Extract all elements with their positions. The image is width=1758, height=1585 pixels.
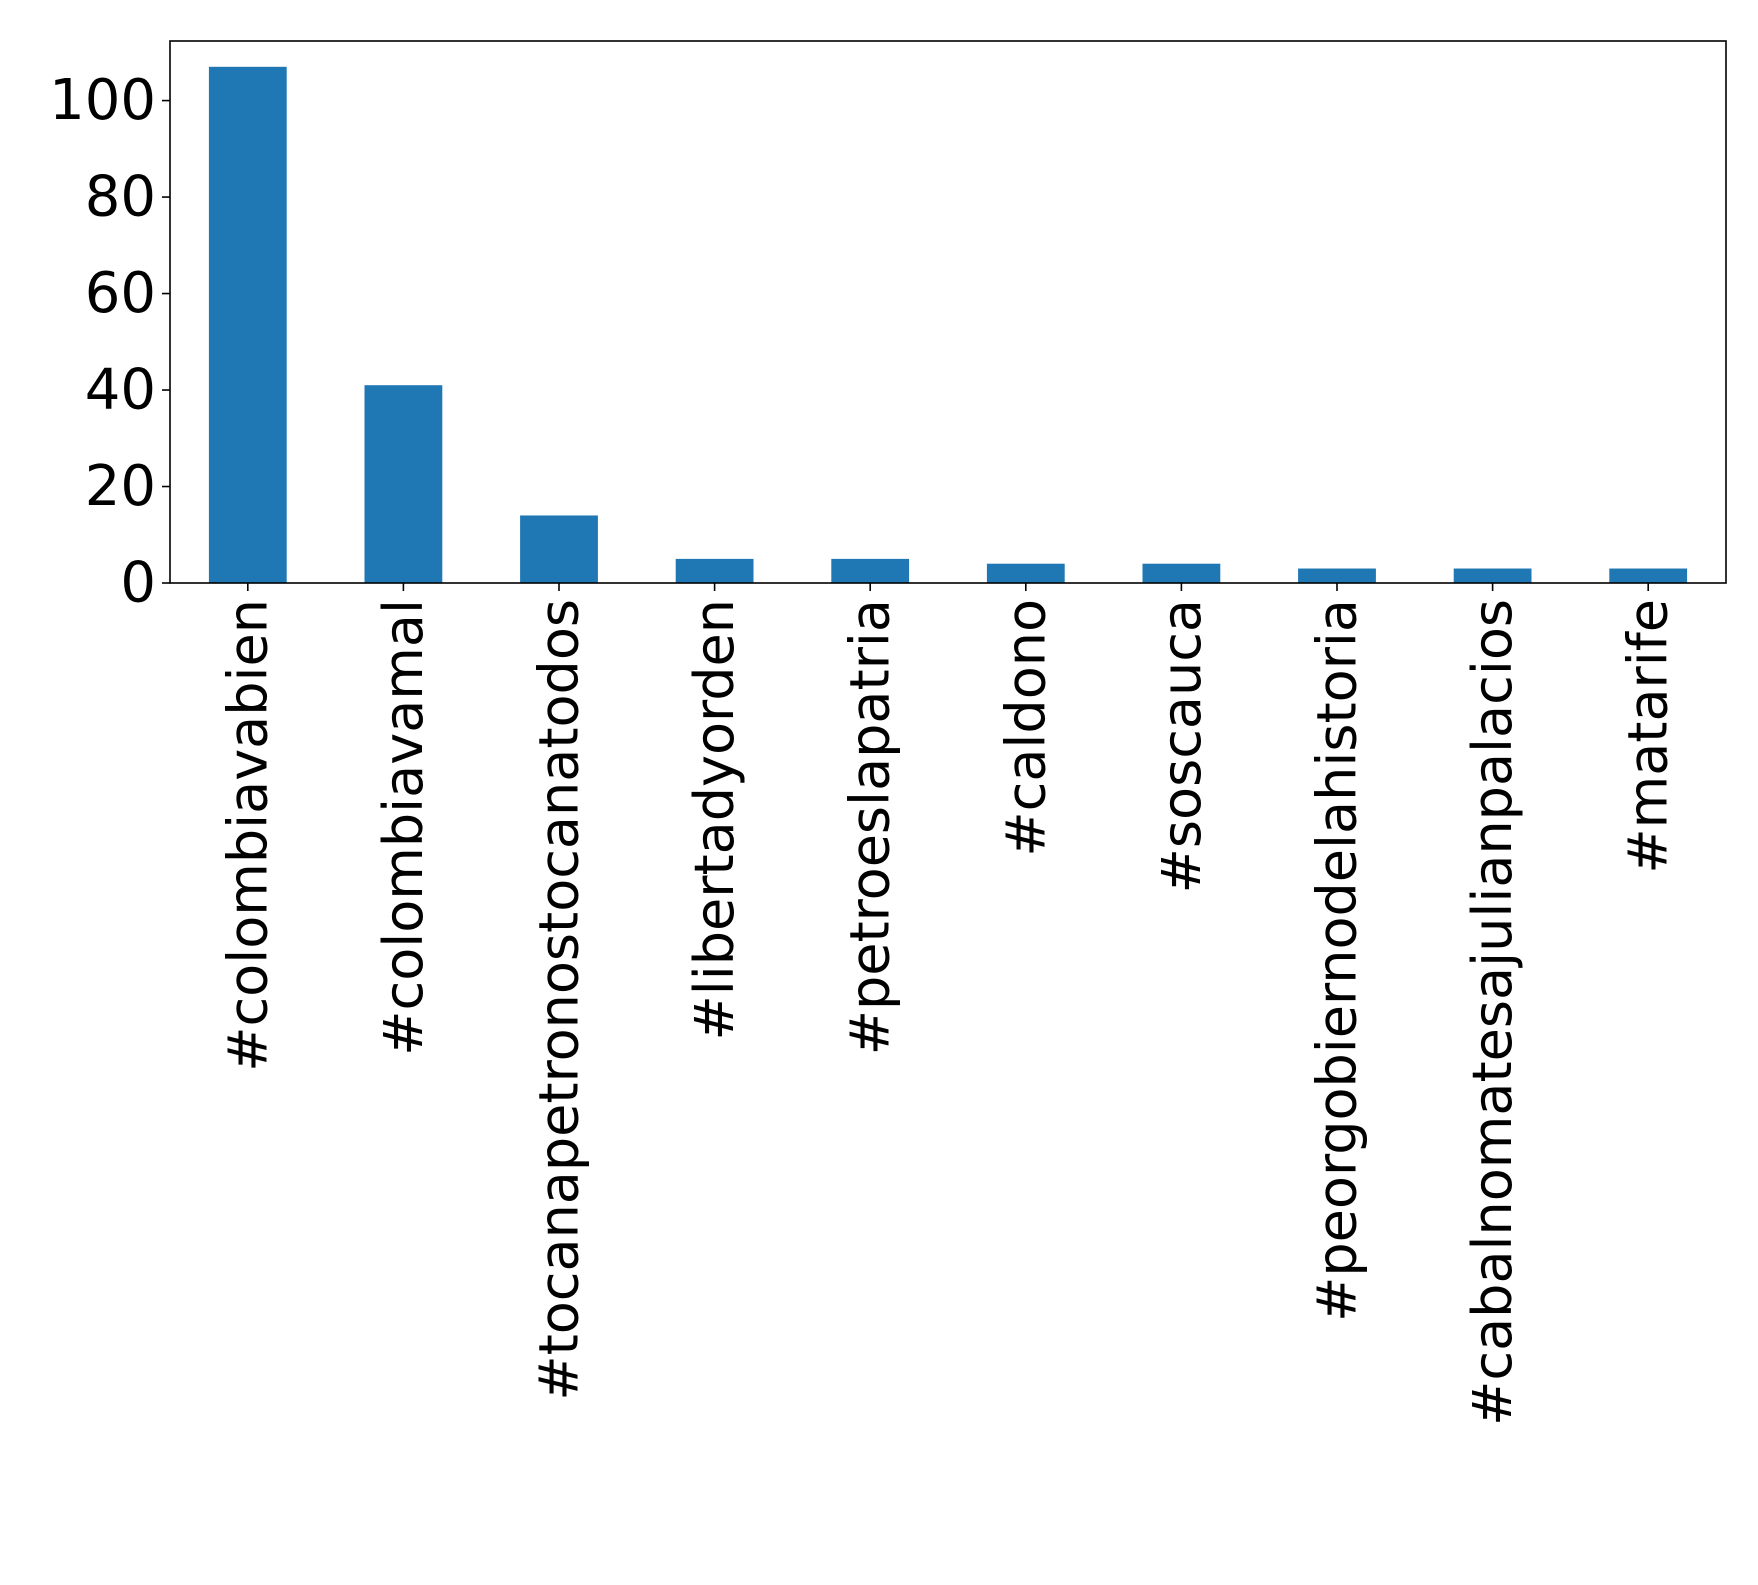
y-axis: 0 20 40 60 80 100 xyxy=(49,68,170,616)
x-tick-label-4: #petroeslapatria xyxy=(839,599,902,1055)
x-tick-label-9: #matarife xyxy=(1617,599,1680,874)
y-tick-label-0: 0 xyxy=(120,551,156,616)
plot-frame xyxy=(169,40,1727,584)
y-tick-label-2: 40 xyxy=(85,358,156,423)
x-tick-label-6: #soscauca xyxy=(1150,599,1213,893)
bars-group xyxy=(208,66,1688,584)
bar-8 xyxy=(1453,568,1532,583)
bar-2 xyxy=(520,515,598,583)
x-axis: #colombiavabien #colombiavamal #tocanapetr… xyxy=(216,583,1680,1426)
x-tick-label-2: #tocanapetronostocanatodos xyxy=(528,599,591,1401)
bar-9 xyxy=(1609,568,1688,583)
bar-3 xyxy=(675,558,754,583)
bar-7 xyxy=(1298,568,1376,583)
bar-0 xyxy=(208,66,287,584)
bar-4 xyxy=(831,558,910,583)
x-tick-label-8: #cabalnomatesajulianpalacios xyxy=(1461,599,1524,1426)
x-tick-label-3: #libertadyorden xyxy=(683,599,746,1040)
x-tick-label-7: #peorgobiernodelahistoria xyxy=(1306,599,1369,1322)
bar-1 xyxy=(364,385,443,583)
x-tick-label-0: #colombiavabien xyxy=(216,599,279,1072)
x-tick-label-5: #caldono xyxy=(994,599,1057,857)
x-tick-label-1: #colombiavamal xyxy=(372,599,435,1056)
y-tick-label-1: 20 xyxy=(85,454,156,519)
y-tick-label-3: 60 xyxy=(85,261,156,326)
y-tick-label-5: 100 xyxy=(49,68,156,133)
y-tick-label-4: 80 xyxy=(85,165,156,230)
bar-6 xyxy=(1142,563,1221,583)
bar-5 xyxy=(986,563,1065,583)
